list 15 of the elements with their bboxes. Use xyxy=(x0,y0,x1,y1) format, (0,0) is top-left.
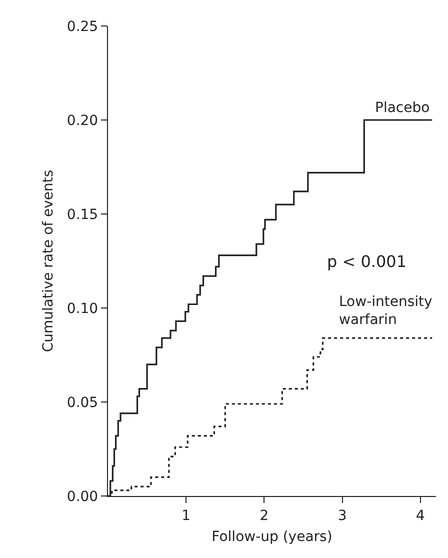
y-tick-label: 0.10 xyxy=(66,300,98,317)
y-tick-label: 0.20 xyxy=(66,112,98,129)
x-tick-label: 3 xyxy=(338,508,347,524)
y-axis-title: Cumulative rate of events xyxy=(40,170,57,352)
x-tick-label: 2 xyxy=(260,508,269,524)
x-tick-label: 4 xyxy=(416,508,425,524)
y-tick-label: 0.05 xyxy=(66,394,98,411)
y-tick-label: 0.00 xyxy=(66,488,98,505)
annotation: p < 0.001 xyxy=(327,252,407,271)
y-tick-label: 0.25 xyxy=(66,18,98,35)
series-label: Placebo xyxy=(375,100,430,116)
x-tick-label: 1 xyxy=(182,508,191,524)
y-tick-label: 0.15 xyxy=(66,206,98,223)
series-label: Low-intensity warfarin xyxy=(339,294,432,328)
x-axis-title: Follow-up (years) xyxy=(212,529,332,546)
